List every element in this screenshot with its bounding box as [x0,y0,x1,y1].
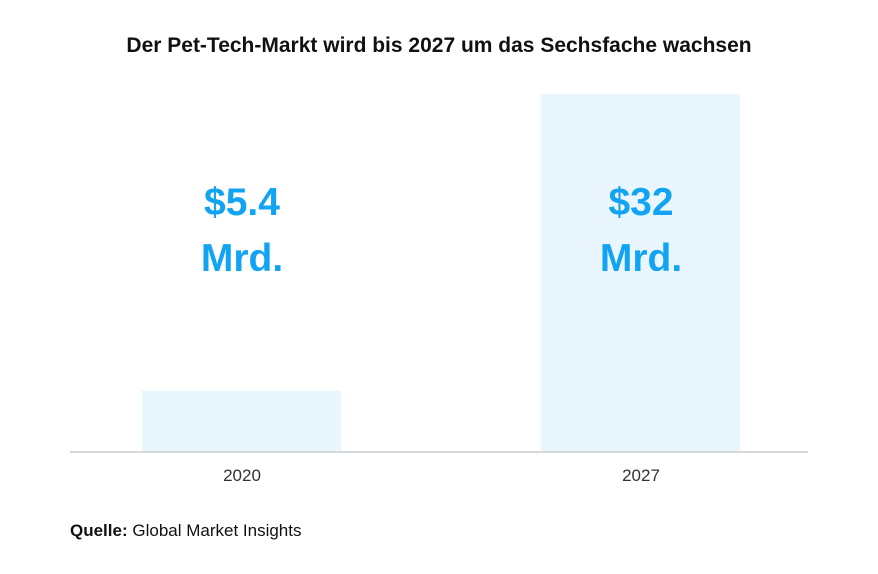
source-label: Quelle: [70,521,128,540]
x-tick-label-2020: 2020 [223,466,261,485]
bar-2020 [142,390,341,451]
value-label-2020: $5.4 Mrd. [142,175,342,287]
value-unit: Mrd. [200,237,284,280]
chart-title: Der Pet-Tech-Markt wird bis 2027 um das … [126,34,752,57]
value-label-2027: $32 Mrd. [541,175,741,287]
x-tick-label-2027: 2027 [622,466,660,485]
value-amount: $5.4 [204,181,280,224]
source-text: Global Market Insights [132,521,302,540]
source-note: Quelle: Global Market Insights [70,521,302,541]
value-unit: Mrd. [599,237,683,280]
value-amount: $32 [608,181,674,224]
bar-2027 [541,94,740,451]
